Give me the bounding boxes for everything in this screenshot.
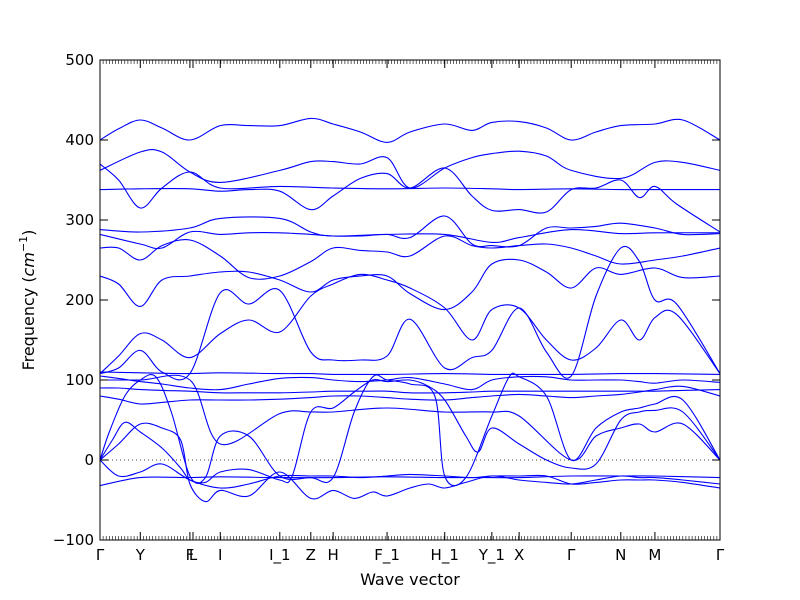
tick-labels-group: −100 0 100 200 300 400 500 Γ Y FL I I_1 Z H F_1 H_1 Y_1 X…	[53, 51, 725, 565]
y-tick-label: 0	[84, 451, 94, 469]
kpoint-label: I_1	[269, 546, 290, 565]
kpoint-label: F_1	[374, 546, 400, 565]
kpoint-label: I	[218, 546, 222, 564]
kpoint-label: H	[327, 546, 338, 564]
kpoint-label: Y_1	[478, 546, 505, 565]
y-axis-title: Frequency (cm−1)	[17, 230, 38, 371]
kpoint-label: Y	[135, 546, 146, 564]
kpoint-label: H_1	[431, 546, 459, 565]
y-axis-title-exponent: −1	[17, 236, 30, 252]
kpoint-label: Γ	[567, 546, 576, 564]
kpoint-label: F	[186, 546, 195, 564]
kpoint-label: Γ	[716, 546, 725, 564]
band-line-4	[100, 167, 720, 233]
band-line-9	[100, 273, 720, 374]
band-line-17	[100, 422, 720, 503]
band-series-group	[100, 117, 720, 503]
y-tick-label: 200	[65, 291, 94, 309]
band-line-19	[100, 459, 720, 489]
band-line-20	[100, 374, 720, 461]
band-line-14	[100, 385, 720, 405]
band-line-3	[100, 163, 720, 209]
x-axis-title: Wave vector	[360, 570, 460, 589]
band-line-11	[100, 371, 720, 376]
y-axis-title-text: Frequency (	[19, 276, 38, 370]
y-axis-title-unit: cm	[19, 252, 38, 276]
axis-ticks-group	[99, 59, 721, 541]
band-line-1	[100, 117, 720, 143]
band-line-10	[100, 245, 720, 381]
plot-frame	[99, 59, 721, 541]
band-line-12	[100, 375, 720, 391]
band-line-7	[100, 235, 720, 280]
kpoint-label: L	[189, 546, 198, 564]
kpoint-label: Γ	[96, 546, 105, 564]
band-line-18	[100, 475, 720, 487]
band-line-16	[100, 378, 720, 484]
y-tick-label: −100	[53, 531, 94, 549]
y-tick-label: 300	[65, 211, 94, 229]
kpoint-label: Z	[306, 546, 316, 564]
kpoint-label: M	[648, 546, 661, 564]
kpoint-label: X	[514, 546, 524, 564]
band-line-13	[100, 387, 720, 394]
band-line-15	[100, 372, 720, 487]
y-axis-title-close: )	[19, 230, 38, 236]
y-tick-label: 100	[65, 371, 94, 389]
y-tick-label: 500	[65, 51, 94, 69]
band-line-8	[100, 258, 720, 311]
kpoint-label: N	[615, 546, 626, 564]
band-line-6	[100, 215, 720, 250]
y-tick-label: 400	[65, 131, 94, 149]
